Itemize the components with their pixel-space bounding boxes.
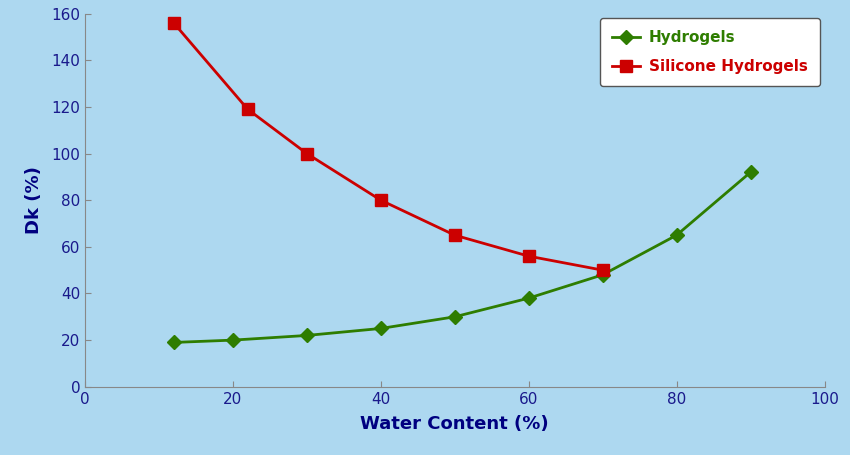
X-axis label: Water Content (%): Water Content (%) [360,415,549,433]
Legend: Hydrogels, Silicone Hydrogels: Hydrogels, Silicone Hydrogels [600,18,820,86]
Y-axis label: Dk (%): Dk (%) [25,166,42,234]
